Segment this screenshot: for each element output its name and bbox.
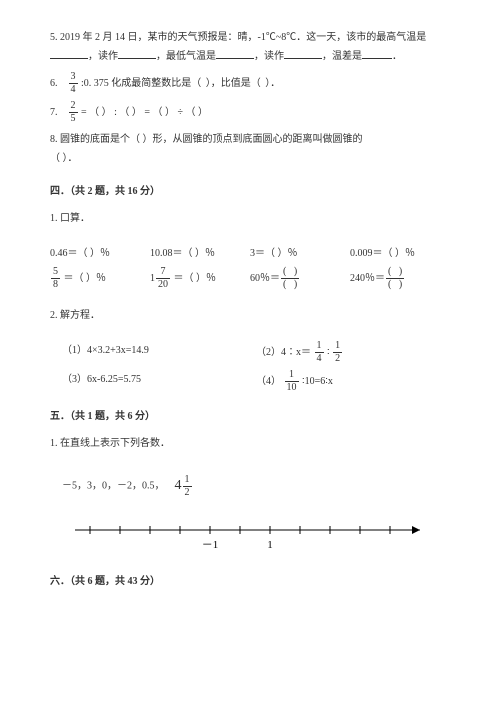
equation-1: （1）4×3.2+3x=14.9 bbox=[62, 341, 256, 364]
question-5: 5. 2019 年 2 月 14 日，某市的天气预报是：晴，-1℃~8℃．这一天… bbox=[50, 28, 450, 66]
blank bbox=[50, 50, 88, 59]
fraction: 12 bbox=[333, 341, 342, 364]
blank bbox=[216, 50, 254, 59]
q5-text-e: ，温差是 bbox=[322, 51, 362, 62]
blank bbox=[362, 50, 392, 59]
calc-tail: ＝（ ）％ bbox=[171, 273, 216, 284]
numerator: 1 bbox=[333, 341, 342, 352]
q5-text-c: ，最低气温是 bbox=[156, 51, 216, 62]
fraction: 2 5 bbox=[69, 101, 78, 124]
calc-cell: 1 7 20 ＝（ ）％ bbox=[150, 267, 250, 290]
fraction: 110 bbox=[285, 370, 299, 393]
denominator: 4 bbox=[315, 352, 324, 364]
calc-cell: 0.009＝（ ）％ bbox=[350, 244, 450, 263]
question-6: 6. 3 4 :0. 375 化成最简整数比是（ ），比值是（ ）． bbox=[50, 72, 450, 95]
sec4-q1: 1. 口算． bbox=[50, 209, 450, 228]
denominator: 5 bbox=[69, 112, 78, 124]
fraction: 3 4 bbox=[69, 72, 78, 95]
denominator: 10 bbox=[285, 381, 299, 393]
denominator-blank: ( ) bbox=[281, 278, 299, 290]
q8-line2: （ ）． bbox=[50, 149, 450, 168]
whole: 4 bbox=[175, 473, 182, 500]
numerator: 1 bbox=[285, 370, 299, 381]
numerator: 5 bbox=[51, 267, 60, 278]
fraction: 1 2 bbox=[183, 475, 192, 498]
calc-cell: 5 8 ＝（ ）％ bbox=[50, 267, 150, 290]
denominator: 8 bbox=[51, 278, 60, 290]
number-line-svg: －1 1 bbox=[70, 518, 430, 558]
numerator: 1 bbox=[183, 475, 192, 486]
fraction: 14 bbox=[315, 341, 324, 364]
calc-cell: 0.46＝（ ）％ bbox=[50, 244, 150, 263]
calc-cell: 10.08＝（ ）％ bbox=[150, 244, 250, 263]
denominator-blank: ( ) bbox=[386, 278, 404, 290]
q5-text-d: ，读作 bbox=[254, 51, 284, 62]
q5-text-f: ． bbox=[392, 51, 402, 62]
q7-expr: = （ ） : （ ） = （ ） ÷ （ ） bbox=[81, 107, 208, 118]
numerator: 2 bbox=[69, 101, 78, 112]
calc-pre: 60％＝ bbox=[250, 273, 280, 284]
numerator: 3 bbox=[69, 72, 78, 83]
question-8: 8. 圆锥的底面是个（ ）形，从圆锥的顶点到底面圆心的距离叫做圆锥的 （ ）． bbox=[50, 130, 450, 168]
calc-cell: 3＝（ ）％ bbox=[250, 244, 350, 263]
blank bbox=[284, 50, 322, 59]
denominator: 4 bbox=[69, 83, 78, 95]
section-6-head: 六．（共 6 题，共 43 分） bbox=[50, 572, 450, 591]
q8-line1: 8. 圆锥的底面是个（ ）形，从圆锥的顶点到底面圆心的距离叫做圆锥的 bbox=[50, 130, 450, 149]
mixed-fraction: 4 1 2 bbox=[175, 473, 193, 500]
q5-text-a: 5. 2019 年 2 月 14 日，某市的天气预报是：晴，-1℃~8℃．这一天… bbox=[50, 32, 426, 43]
mixed-fraction: 1 7 20 bbox=[150, 267, 171, 290]
calc-row-2: 5 8 ＝（ ）％ 1 7 20 ＝（ ）％ 60％＝( )( ) 240％＝(… bbox=[50, 267, 450, 290]
sec4-q2: 2. 解方程． bbox=[50, 306, 450, 325]
equation-row: （3）6x-6.25=5.75 （4） 110 ∶10=6∶x bbox=[62, 370, 450, 393]
eq4-tail: ∶10=6∶x bbox=[302, 376, 333, 387]
calc-cell: 240％＝( )( ) bbox=[350, 267, 450, 290]
eq4-pre: （4） bbox=[256, 376, 281, 387]
fraction: 5 8 bbox=[51, 267, 60, 290]
number-list: －5，3，0，－2，0.5， 4 1 2 bbox=[62, 473, 450, 500]
equation-row: （1）4×3.2+3x=14.9 （2）4∶x＝ 14 ∶ 12 bbox=[62, 341, 450, 364]
axis-label-pos1: 1 bbox=[267, 539, 273, 551]
axis-label-neg1: －1 bbox=[202, 539, 219, 551]
blank bbox=[118, 50, 156, 59]
calc-pre: 240％＝ bbox=[350, 273, 385, 284]
numerator: 1 bbox=[315, 341, 324, 352]
numerator-blank: ( ) bbox=[386, 267, 404, 278]
q5-text-b: ，读作 bbox=[88, 51, 118, 62]
numerator-blank: ( ) bbox=[281, 267, 299, 278]
fraction-blank: ( )( ) bbox=[281, 267, 299, 290]
whole: 1 bbox=[150, 269, 155, 288]
calc-row-1: 0.46＝（ ）％ 10.08＝（ ）％ 3＝（ ）％ 0.009＝（ ）％ bbox=[50, 244, 450, 263]
equation-2: （2）4∶x＝ 14 ∶ 12 bbox=[256, 341, 450, 364]
fraction-blank: ( )( ) bbox=[386, 267, 404, 290]
q6-text-c: ）． bbox=[265, 78, 280, 89]
section-5-head: 五．（共 1 题，共 6 分） bbox=[50, 407, 450, 426]
number-line: －1 1 bbox=[50, 518, 450, 558]
question-7: 7. 2 5 = （ ） : （ ） = （ ） ÷ （ ） bbox=[50, 101, 450, 124]
calc-cell: 60％＝( )( ) bbox=[250, 267, 350, 290]
calc-tail: ＝（ ）％ bbox=[61, 273, 106, 284]
section-4-head: 四．（共 2 题，共 16 分） bbox=[50, 182, 450, 201]
denominator: 2 bbox=[183, 486, 192, 498]
eq2-pre: （2）4∶x＝ bbox=[256, 347, 311, 358]
q7-num: 7. bbox=[50, 107, 58, 118]
q6-text-a: :0. 375 化成最简整数比是（ bbox=[81, 78, 201, 89]
equation-3: （3）6x-6.25=5.75 bbox=[62, 370, 256, 393]
numerator: 7 bbox=[156, 267, 170, 278]
eq2-mid: ∶ bbox=[327, 347, 332, 358]
denominator: 20 bbox=[156, 278, 170, 290]
sec5-q1: 1. 在直线上表示下列各数． bbox=[50, 434, 450, 453]
numlist-items: －5，3，0，－2，0.5， bbox=[62, 481, 165, 492]
equation-4: （4） 110 ∶10=6∶x bbox=[256, 370, 450, 393]
q6-text-b: ），比值是（ bbox=[206, 78, 261, 89]
denominator: 2 bbox=[333, 352, 342, 364]
fraction: 7 20 bbox=[156, 267, 170, 290]
q6-num: 6. bbox=[50, 78, 58, 89]
